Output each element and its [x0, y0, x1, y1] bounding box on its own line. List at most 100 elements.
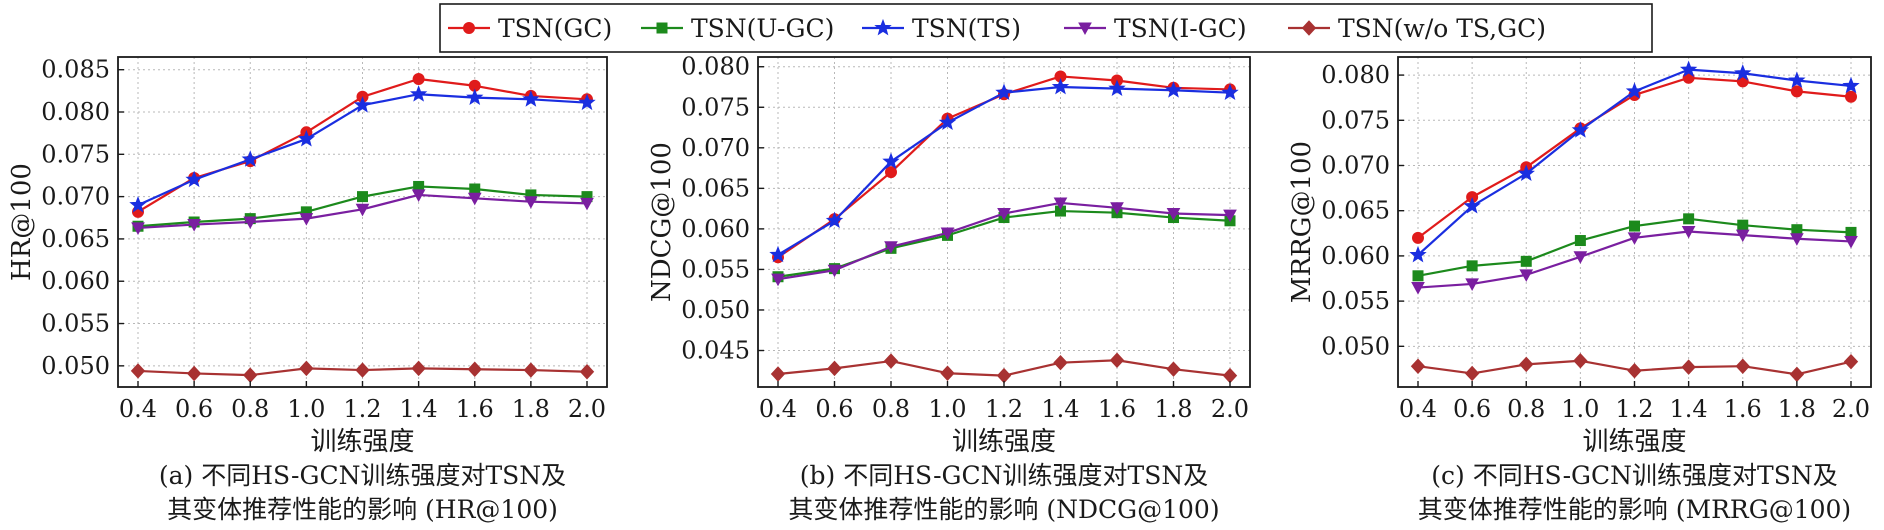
x-tick-label: 2.0 — [568, 395, 606, 423]
y-tick-label: 0.065 — [681, 174, 750, 202]
y-tick-label: 0.055 — [681, 255, 750, 283]
x-tick-label: 0.8 — [1507, 395, 1545, 423]
legend-marker-square — [656, 22, 668, 34]
data-point — [241, 150, 259, 167]
x-tick-label: 0.8 — [872, 395, 910, 423]
data-point — [1789, 366, 1805, 383]
y-tick-label: 0.050 — [1321, 332, 1390, 360]
data-point — [1734, 64, 1752, 81]
chart-panels: 0.4 0.6 0.8 1.0 1.2 1.4 1.6 1.8 2.0 0.050 0.055 0.0… — [7, 53, 1872, 524]
data-point — [1735, 229, 1750, 243]
x-tick-label: 1.6 — [1098, 395, 1136, 423]
y-tick-label: 0.060 — [1321, 242, 1390, 270]
data-point — [1845, 226, 1857, 238]
x-tick-label: 1.2 — [1615, 395, 1653, 423]
y-axis-title: HR@100 — [7, 163, 37, 281]
data-point — [1735, 358, 1750, 374]
data-point — [1412, 270, 1424, 282]
x-tick-label: 1.0 — [287, 395, 325, 423]
caption-line-2: 其变体推荐性能的影响 (MRRG@100) — [1418, 495, 1851, 524]
data-point — [1465, 278, 1479, 291]
data-point — [1737, 219, 1749, 231]
data-point — [299, 213, 314, 226]
x-tick-label: 2.0 — [1211, 395, 1249, 423]
legend-label: TSN(w/o TS,GC) — [1338, 14, 1546, 43]
legend-marker-diamond — [1301, 20, 1317, 36]
data-point — [578, 93, 596, 111]
legend-item: TSN(TS) — [862, 14, 1021, 43]
y-tick-label: 0.080 — [41, 98, 110, 126]
data-point — [882, 152, 900, 169]
caption-line-1: (a) 不同HS-GCN训练强度对TSN及 — [159, 461, 566, 490]
y-tick-label: 0.075 — [681, 93, 750, 121]
data-point — [827, 264, 842, 278]
y-tick-label: 0.065 — [41, 225, 110, 253]
x-axis-title: 训练强度 — [1582, 427, 1686, 457]
data-point — [579, 364, 595, 380]
data-point — [243, 216, 258, 230]
x-tick-label: 1.2 — [343, 395, 381, 423]
data-point — [1791, 224, 1803, 236]
y-tick-label: 0.060 — [681, 215, 750, 243]
data-point — [1843, 353, 1859, 370]
data-point — [297, 129, 316, 147]
data-point — [825, 211, 844, 229]
legend-label: TSN(TS) — [912, 14, 1021, 43]
data-point — [355, 362, 370, 378]
series-TSN(TS) — [129, 85, 596, 213]
legend-label: TSN(U-GC) — [691, 14, 834, 43]
data-point — [1629, 220, 1640, 232]
x-axis-title: 训练强度 — [310, 427, 414, 457]
series-TSN(I-GC) — [771, 197, 1237, 287]
series-TSN(U-GC) — [1412, 213, 1857, 282]
data-point — [1221, 83, 1239, 101]
caption-line-2: 其变体推荐性能的影响 (NDCG@100) — [788, 495, 1219, 524]
data-point — [412, 73, 425, 85]
caption-line-2: 其变体推荐性能的影响 (HR@100) — [167, 495, 558, 524]
data-point — [1627, 232, 1642, 245]
data-point — [1223, 209, 1237, 223]
y-tick-label: 0.055 — [1321, 287, 1390, 315]
x-tick-label: 0.6 — [815, 395, 853, 423]
data-point — [130, 363, 146, 379]
data-point — [1463, 197, 1481, 214]
data-point — [1844, 235, 1858, 249]
y-tick-label: 0.055 — [41, 310, 110, 338]
data-point — [1845, 90, 1857, 103]
x-tick-label: 1.8 — [1154, 395, 1192, 423]
x-tick-label: 1.4 — [1041, 395, 1079, 423]
y-tick-label: 0.080 — [1321, 61, 1390, 89]
x-tick-label: 1.8 — [512, 395, 550, 423]
x-tick-label: 1.0 — [928, 395, 966, 423]
y-tick-label: 0.075 — [1321, 106, 1390, 134]
data-point — [1517, 164, 1535, 182]
legend-marker-circle — [463, 22, 475, 34]
data-point — [186, 365, 202, 382]
data-point — [996, 367, 1012, 384]
data-point — [467, 192, 482, 206]
data-point — [1410, 358, 1426, 374]
data-point — [1790, 85, 1803, 98]
series-TSN(TS) — [1409, 60, 1860, 263]
y-tick-label: 0.085 — [41, 56, 110, 84]
x-axis-title: 训练强度 — [952, 427, 1056, 457]
x-tick-label: 1.4 — [400, 395, 438, 423]
data-point — [1051, 77, 1070, 95]
legend-item: TSN(GC) — [448, 14, 612, 43]
data-point — [523, 362, 539, 378]
x-tick-label: 1.8 — [1778, 395, 1816, 423]
legend-label: TSN(GC) — [498, 14, 612, 43]
data-point — [129, 195, 147, 213]
series-TSN(I-GC) — [1411, 225, 1858, 295]
data-point — [1412, 231, 1424, 244]
chart-panel-2: 0.4 0.6 0.8 1.0 1.2 1.4 1.6 1.8 2.0 0.045 0.050 0.0… — [647, 53, 1251, 524]
data-point — [1053, 354, 1068, 371]
data-point — [1681, 359, 1696, 375]
data-point — [885, 166, 897, 179]
data-point — [1222, 367, 1238, 384]
data-point — [466, 88, 484, 105]
data-point — [1108, 79, 1126, 96]
series-TSN(w/o TS,GC) — [130, 360, 595, 383]
legend-marker-star — [874, 18, 892, 36]
chart-panel-3: 0.4 0.6 0.8 1.0 1.2 1.4 1.6 1.8 2.0 0.050 0.055 0.0… — [1287, 56, 1872, 524]
